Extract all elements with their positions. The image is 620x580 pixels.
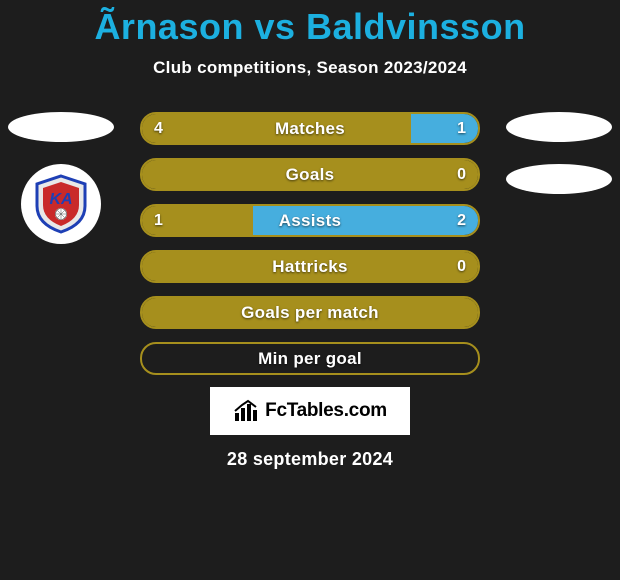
stat-bar-label: Min per goal: [142, 349, 478, 369]
club-badge-left: KA: [21, 164, 101, 244]
stat-bar-value-right: 1: [457, 120, 466, 138]
stat-bar-row: Matches4 1: [140, 112, 480, 145]
branding-text: FcTables.com: [265, 400, 387, 422]
player-photo-placeholder-right-2: [506, 164, 612, 194]
date-label: 28 september 2024: [0, 449, 620, 470]
stat-bar-value-left: 4: [154, 120, 163, 138]
stat-bar-row: Goals per match: [140, 296, 480, 329]
right-player-column: [504, 112, 614, 194]
stat-bar-row: Hattricks0: [140, 250, 480, 283]
stat-bar-row: Min per goal: [140, 342, 480, 375]
branding-icon: [233, 398, 259, 424]
stat-bar-value-right: 0: [457, 258, 466, 276]
stat-bars: Matches41Goals0Assists12Hattricks0Goals …: [140, 112, 480, 375]
stat-bar-value-right: 2: [457, 212, 466, 230]
player-photo-placeholder-right-1: [506, 112, 612, 142]
stat-bar-value-left: 1: [154, 212, 163, 230]
stat-bar-label: Assists: [142, 211, 478, 231]
page-subtitle: Club competitions, Season 2023/2024: [0, 58, 620, 78]
stat-bar-row: Goals0: [140, 158, 480, 191]
club-badge-text: KA: [49, 191, 72, 208]
branding-box: FcTables.com: [210, 387, 410, 435]
left-player-column: KA: [6, 112, 116, 244]
club-badge-svg: KA: [29, 172, 93, 236]
stat-bar-label: Hattricks: [142, 257, 478, 277]
comparison-content: KA Matches41Goals0Assists12Hattricks0Goa…: [0, 112, 620, 470]
stat-bar-label: Goals: [142, 165, 478, 185]
player-photo-placeholder-left: [8, 112, 114, 142]
stat-bar-row: Assists1 2: [140, 204, 480, 237]
stat-bar-label: Goals per match: [142, 303, 478, 323]
page-title: Ãrnason vs Baldvinsson: [0, 0, 620, 48]
stat-bar-value-right: 0: [457, 166, 466, 184]
stat-bar-label: Matches: [142, 119, 478, 139]
